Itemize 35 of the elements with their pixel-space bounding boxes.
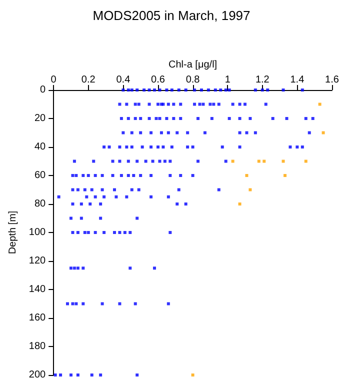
x-tick-label: 0.4 xyxy=(116,74,131,86)
y-tick-label: 80 xyxy=(34,198,46,210)
x-tick-label: 0 xyxy=(50,74,57,86)
y-tick-label: 120 xyxy=(28,256,46,266)
x-tick-label: 1.4 xyxy=(290,74,305,86)
y-tick-label: 140 xyxy=(28,284,46,295)
x-axis-title: Chl-a [μg/l] xyxy=(168,60,218,70)
y-tick-label: 0 xyxy=(40,84,46,96)
x-tick-label: 0.6 xyxy=(151,74,166,86)
point xyxy=(257,160,260,163)
y-tick-label: 20 xyxy=(34,113,46,124)
point xyxy=(304,160,308,163)
x-tick-label: 1.6 xyxy=(325,74,340,86)
y-tick-label: 40 xyxy=(34,142,46,152)
point xyxy=(282,160,285,163)
point xyxy=(318,102,322,106)
point xyxy=(238,202,242,206)
y-tick-label: 160 xyxy=(28,312,46,324)
point xyxy=(231,160,234,163)
y-tick-label: 100 xyxy=(28,227,46,238)
point xyxy=(191,374,194,376)
x-tick-label: 0.2 xyxy=(81,74,96,86)
y-tick-label: 200 xyxy=(28,370,46,380)
x-tick-label: 1 xyxy=(224,74,231,86)
point xyxy=(245,174,248,177)
point xyxy=(262,160,266,163)
y-axis-title: Depth [m] xyxy=(8,210,18,254)
point xyxy=(248,188,252,192)
y-tick-label: 180 xyxy=(28,341,46,352)
y-tick-label: 60 xyxy=(34,170,46,181)
chart-title: MODS2005 in March, 1997 xyxy=(92,8,250,23)
x-tick-label: 1.2 xyxy=(255,74,270,86)
point xyxy=(322,131,325,134)
point xyxy=(284,174,287,177)
x-tick-label: 0.8 xyxy=(186,74,200,86)
